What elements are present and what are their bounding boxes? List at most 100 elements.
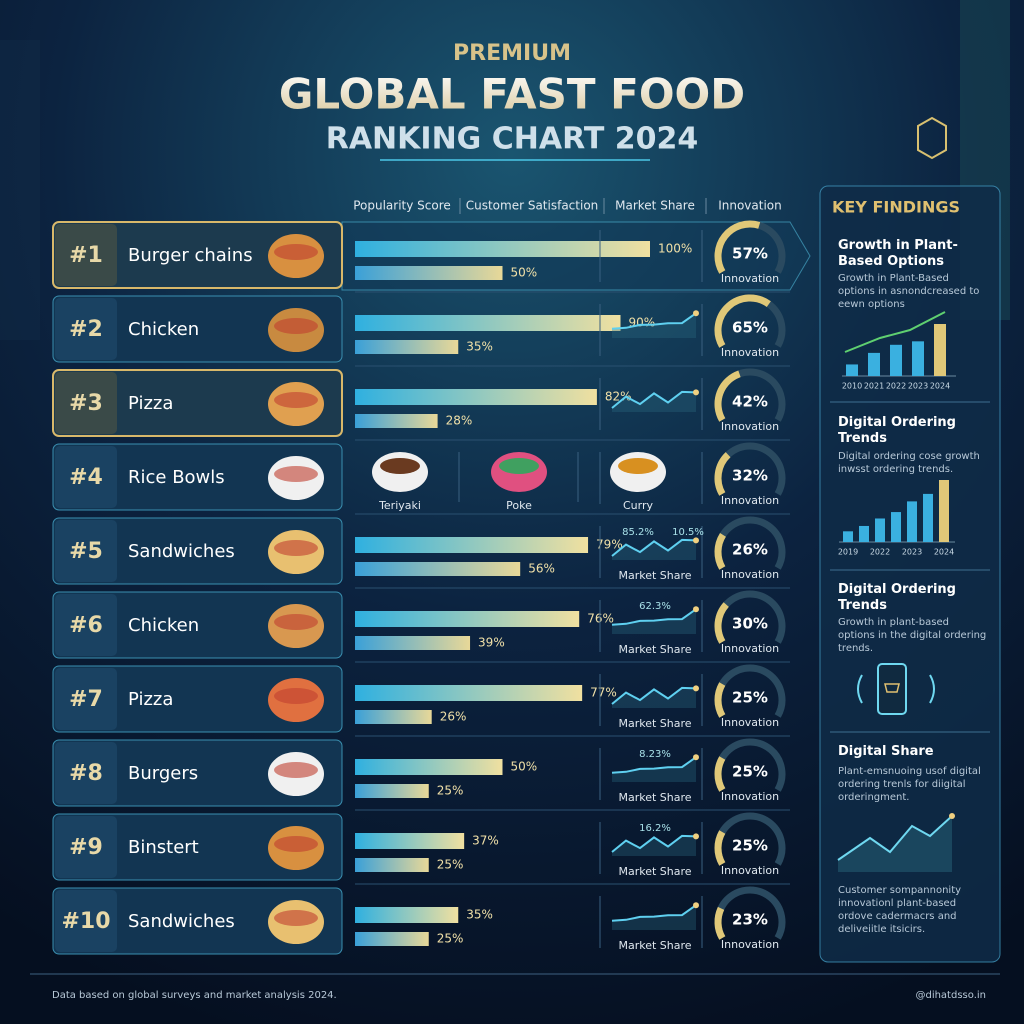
finding-heading: Growth in Plant-Based Options [838,238,958,269]
food-icon-detail [274,466,318,482]
mini-tick-label: 2019 [838,548,858,557]
gauge-fill [714,452,731,496]
sparkline-dot [693,606,699,613]
mini-tick-label: 2021 [864,382,884,391]
innovation-label: 32% [732,467,768,485]
innovation-label: 25% [732,689,768,707]
rank-cell [55,816,117,878]
mini-tick-label: 2023 [902,548,922,557]
innovation-caption: Innovation [721,864,779,877]
sparkline [611,390,697,409]
innovation-caption: Innovation [721,420,779,433]
gauge-fill [714,830,726,866]
rank: #1 [69,243,103,268]
mini-tick-label: 2024 [934,548,954,557]
sparkline-dot [693,310,699,317]
row-name: Sandwiches [128,541,235,562]
row-card [52,739,343,807]
trend-arrow [844,311,946,353]
row-name: Rice Bowls [128,467,225,488]
mini-tick-label: 2022 [870,548,890,557]
popularity-label: 79% [596,538,623,552]
gauge-fill [714,756,726,792]
gauge-fill [714,370,741,422]
popularity-bar [355,537,589,553]
mini-tick-label: 2024 [930,382,950,391]
sparkline-area [612,391,696,412]
mini-bar [859,525,869,542]
gauge-fill [714,906,726,940]
innovation-caption: Innovation [721,938,779,951]
innovation-caption: Innovation [721,346,779,359]
rank: #3 [69,391,103,416]
row-card [52,443,343,511]
innovation-label: 25% [732,763,768,781]
sparkline [611,834,697,853]
rank: #6 [69,613,103,638]
popularity-bar [355,833,465,849]
innovation-caption: Innovation [721,272,779,285]
satisfaction-bar [355,784,429,798]
mini-bar [912,341,924,376]
rank-cell [55,446,117,508]
innovation-label: 23% [732,911,768,929]
food-icon-detail [274,244,318,260]
row-card [52,369,343,437]
sparkline [611,312,697,330]
satisfaction-label: 25% [437,858,464,872]
rank: #2 [69,317,103,342]
rank: #7 [69,687,103,712]
food-icon-detail [274,318,318,334]
sparkline-area [612,687,696,708]
mini-bar [934,324,946,376]
sparkline [611,608,697,626]
line-deco [837,815,953,861]
rank-cell [55,372,117,434]
phone-icon [877,663,907,715]
sparkline [611,904,697,922]
mini-bar [868,352,880,376]
popularity-label: 35% [466,908,493,922]
finding-heading: Digital Ordering Trends [838,415,956,446]
sparkline [611,538,697,557]
popularity-bar [355,315,621,331]
cart-icon [884,683,900,693]
mini-bar [875,518,885,542]
popularity-bar [355,685,583,701]
market-share-caption: Market Share [618,569,691,582]
food-icon-detail [274,836,318,852]
finding-text: Digital ordering cose growth inwsst orde… [838,451,980,475]
sparkline [611,686,697,705]
innovation-caption: Innovation [721,790,779,803]
innovation-caption: Innovation [721,494,779,507]
row-card [52,591,343,659]
popularity-bar [355,241,650,257]
market-share-label: 10.5% [672,527,704,538]
rank-cell [55,594,117,656]
mini-tick-label: 2023 [908,382,928,391]
row-card [52,517,343,585]
row-card [52,221,343,289]
popularity-bar [355,611,580,627]
popularity-bar [355,389,597,405]
mini-bar [846,364,858,376]
food-icon-detail [274,910,318,926]
satisfaction-label: 25% [437,784,464,798]
title: GLOBAL FAST FOOD [279,70,745,119]
gauge-fill [714,294,771,348]
mini-bar [891,512,901,542]
sidebar-note: Customer sompannonity innovationl plant-… [838,885,962,935]
rank: #4 [69,465,103,490]
sparkline-area [612,835,696,856]
satisfaction-label: 50% [511,266,538,280]
footer-handle: @dihatdsso.in [915,990,986,1001]
satisfaction-bar [355,710,432,724]
innovation-label: 42% [732,393,768,411]
market-share-caption: Market Share [618,865,691,878]
row-name: Burgers [128,763,198,784]
popularity-bar [355,759,503,775]
deco [917,116,947,160]
deco [0,40,40,340]
market-share-caption: Market Share [618,717,691,730]
